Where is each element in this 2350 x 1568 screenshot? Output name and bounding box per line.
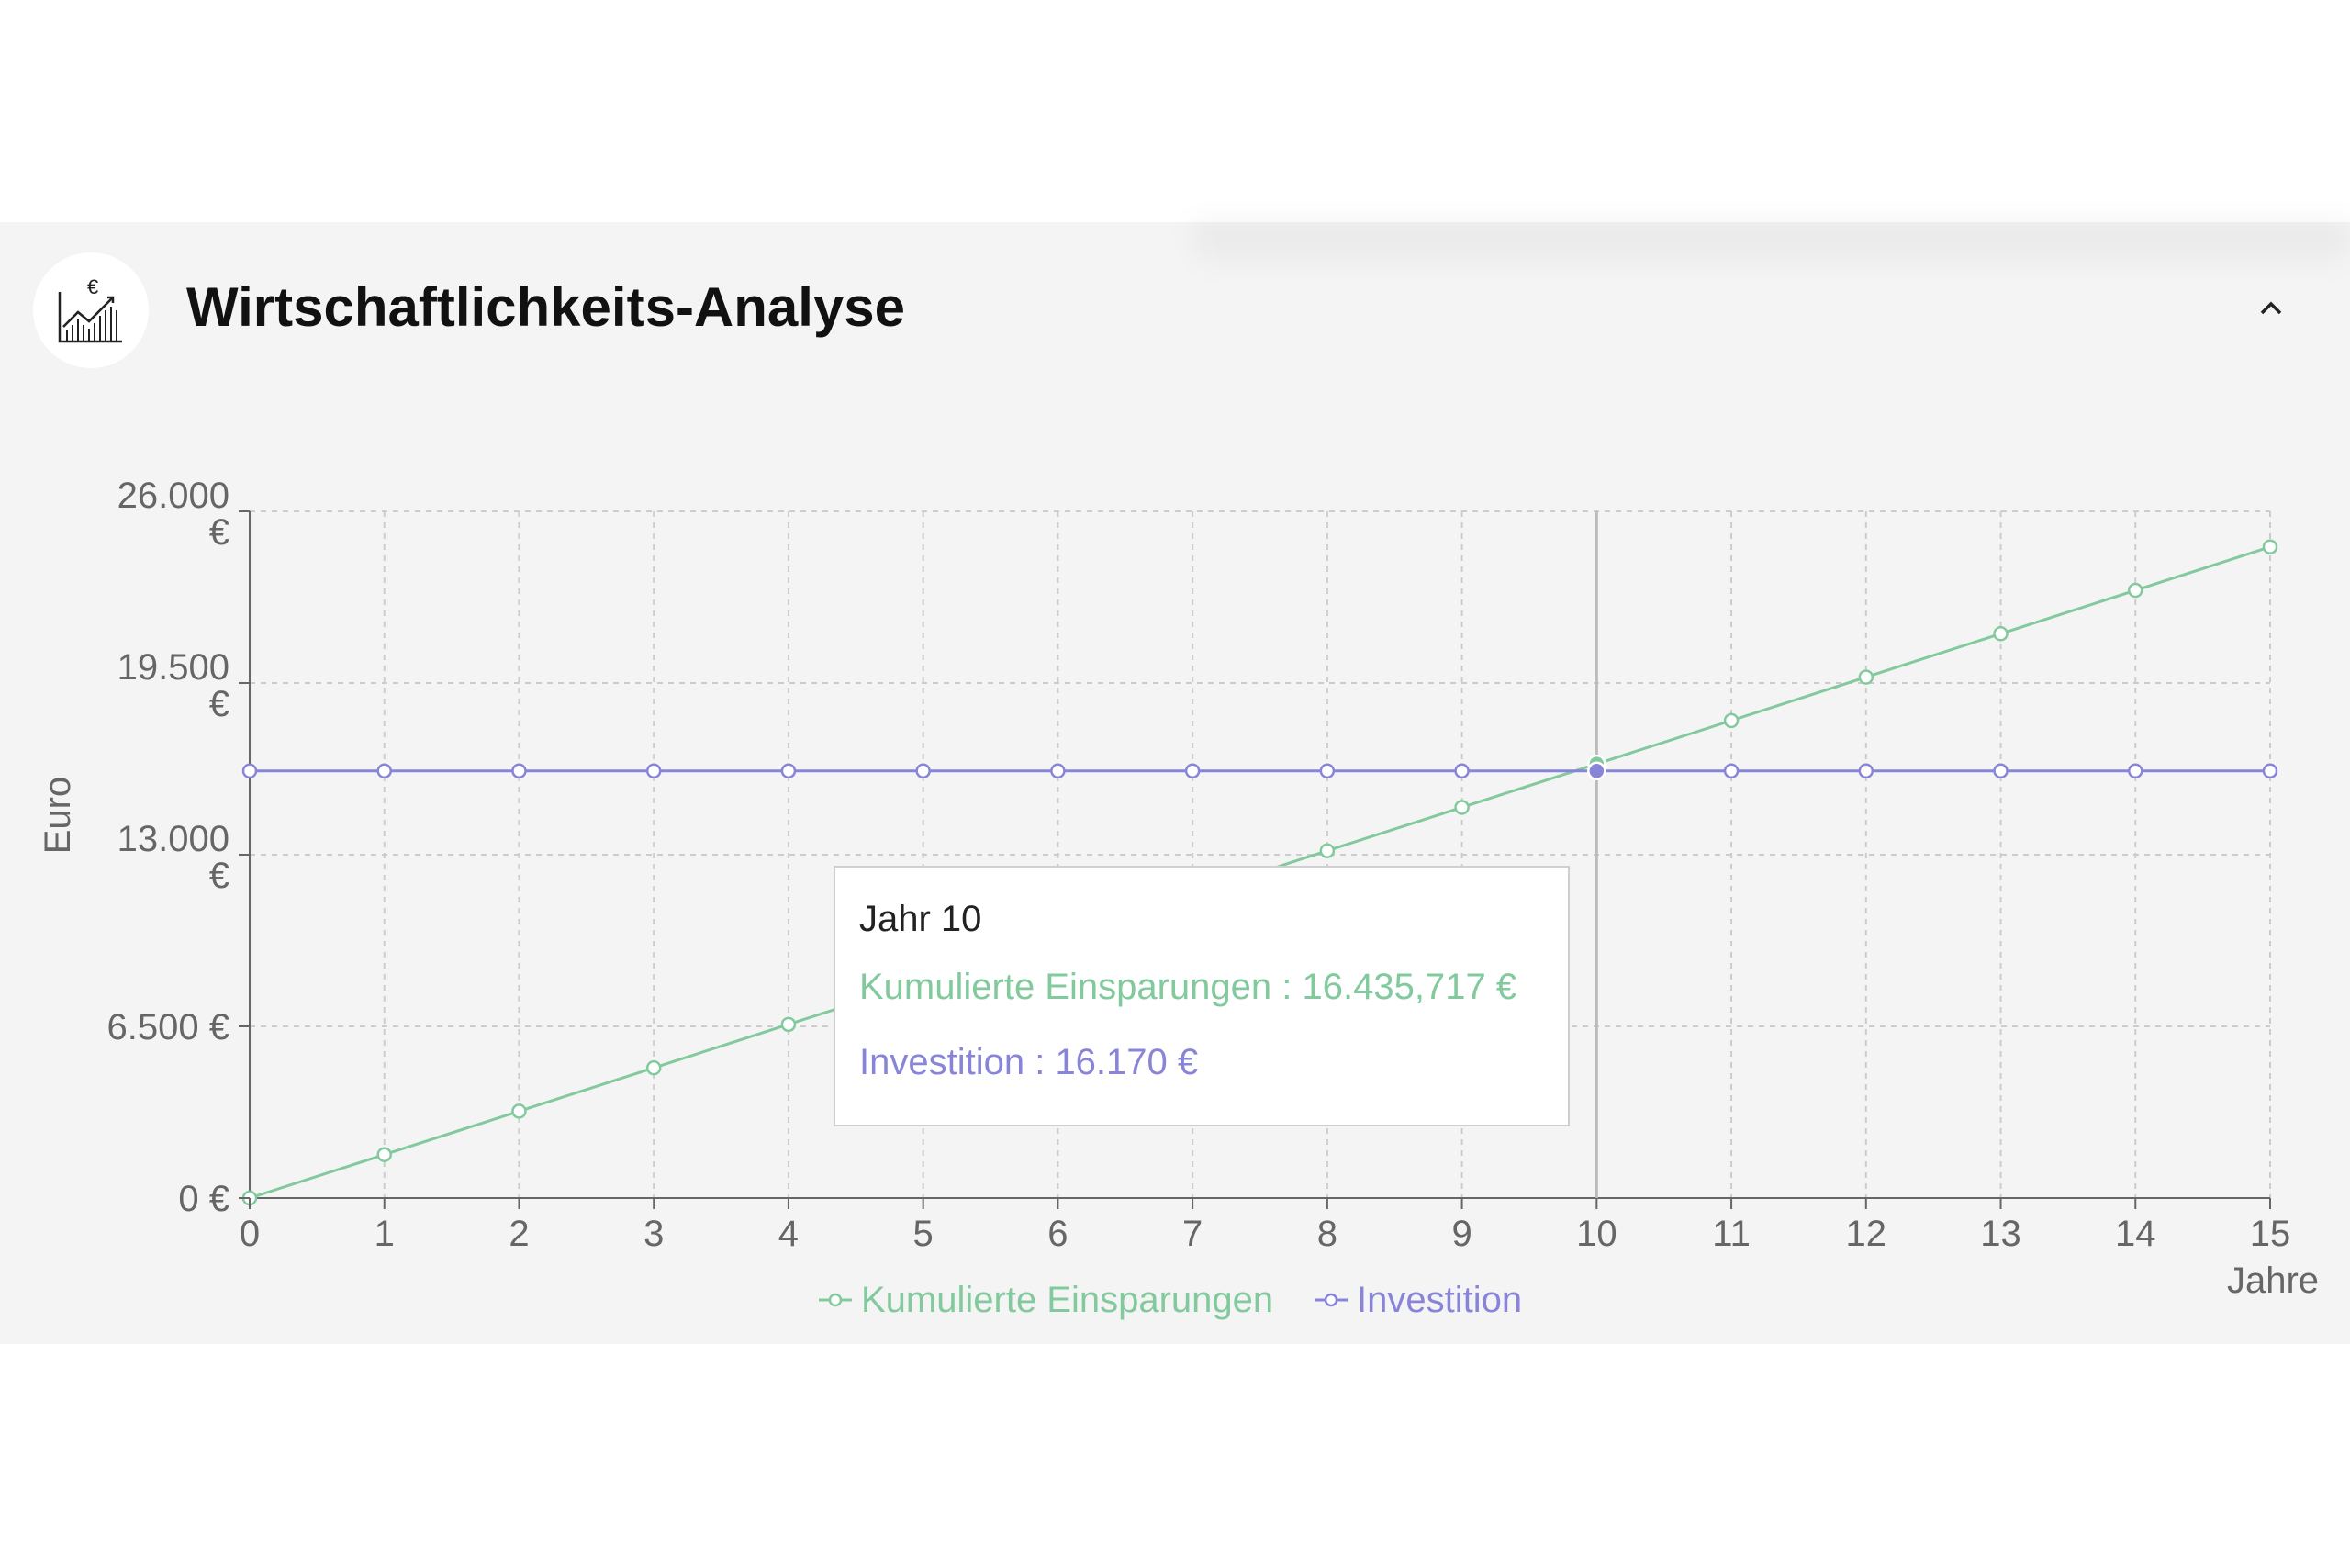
- x-axis-ticks: 0 1 2 3 4 5 6 7 8 9 10 11 12 13 14 15: [240, 1198, 2290, 1254]
- chevron-up-icon: [2260, 301, 2282, 315]
- analysis-chart-icon: €: [33, 252, 149, 368]
- chart-tooltip: Jahr 10 Kumulierte Einsparungen : 16.435…: [834, 866, 1570, 1126]
- x-tick-label: 13: [1980, 1214, 2021, 1254]
- x-tick-label: 8: [1317, 1214, 1337, 1254]
- chart-legend: Kumulierte Einsparungen Investition: [819, 1280, 1522, 1320]
- data-point[interactable]: [511, 763, 527, 779]
- data-point[interactable]: [1858, 669, 1874, 685]
- tooltip-title: Jahr 10: [859, 899, 982, 939]
- x-tick-label: 2: [509, 1214, 529, 1254]
- y-tick-label: 0 €: [178, 1179, 229, 1219]
- legend-label: Investition: [1357, 1280, 1522, 1320]
- data-point[interactable]: [1993, 626, 2009, 642]
- svg-text:€: €: [87, 275, 98, 298]
- x-tick-label: 11: [1712, 1214, 1751, 1254]
- data-point[interactable]: [1993, 763, 2009, 779]
- legend-label: Kumulierte Einsparungen: [861, 1280, 1273, 1320]
- y-tick-label: 6.500 €: [107, 1007, 229, 1047]
- data-point[interactable]: [645, 763, 662, 779]
- data-point[interactable]: [376, 1147, 392, 1162]
- data-point[interactable]: [511, 1103, 527, 1119]
- x-tick-label: 12: [1846, 1214, 1887, 1254]
- data-point[interactable]: [780, 1016, 797, 1033]
- data-point[interactable]: [1723, 712, 1740, 729]
- analysis-card: [0, 222, 2350, 1344]
- y-axis-label: Euro: [38, 777, 78, 855]
- y-tick-label: 19.500 €: [118, 647, 229, 724]
- data-point[interactable]: [1723, 763, 1740, 779]
- chart-series: [241, 539, 2278, 1206]
- x-tick-label: 1: [375, 1214, 395, 1254]
- legend-marker-icon: [1324, 1293, 1338, 1307]
- x-tick-label: 0: [240, 1214, 260, 1254]
- x-tick-label: 7: [1182, 1214, 1203, 1254]
- y-tick-label: 13.000 €: [118, 819, 229, 896]
- data-point[interactable]: [1184, 763, 1201, 779]
- x-tick-label: 14: [2115, 1214, 2156, 1254]
- x-tick-label: 10: [1576, 1214, 1617, 1254]
- x-tick-label: 3: [643, 1214, 664, 1254]
- data-point[interactable]: [1319, 843, 1336, 858]
- section-title: Wirtschaftlichkeits-Analyse: [186, 276, 906, 338]
- chart-euro-icon: €: [58, 275, 122, 343]
- data-point[interactable]: [2128, 763, 2143, 779]
- x-tick-label: 5: [913, 1214, 934, 1254]
- legend-item[interactable]: Investition: [1315, 1280, 1522, 1320]
- y-axis-ticks: 0 € 6.500 € 13.000 € 19.500 € 26.000 €: [107, 476, 250, 1219]
- x-tick-label: 4: [778, 1214, 799, 1254]
- x-axis-label: Jahre: [2227, 1260, 2319, 1301]
- legend-marker-icon: [828, 1293, 843, 1307]
- x-tick-label: 6: [1047, 1214, 1068, 1254]
- y-tick-label: 26.000 €: [118, 476, 229, 553]
- data-point[interactable]: [1858, 763, 1874, 779]
- data-point[interactable]: [645, 1059, 662, 1076]
- x-tick-label: 9: [1451, 1214, 1472, 1254]
- data-point[interactable]: [1454, 800, 1470, 815]
- legend-item[interactable]: Kumulierte Einsparungen: [819, 1280, 1273, 1320]
- card-shadow: [1193, 222, 2350, 277]
- data-point[interactable]: [915, 763, 931, 779]
- data-point[interactable]: [1454, 763, 1470, 779]
- data-point[interactable]: [376, 763, 392, 779]
- data-point[interactable]: [1319, 763, 1336, 779]
- data-point[interactable]: [1050, 763, 1066, 779]
- collapse-button[interactable]: [2249, 286, 2293, 330]
- tooltip-investment-value: Investition : 16.170 €: [859, 1042, 1199, 1082]
- data-point[interactable]: [2128, 582, 2143, 599]
- data-point[interactable]: [241, 763, 258, 779]
- data-point[interactable]: [2262, 539, 2278, 554]
- data-point[interactable]: [2262, 763, 2278, 779]
- data-point[interactable]: [780, 763, 797, 779]
- x-tick-label: 15: [2250, 1214, 2291, 1254]
- data-point[interactable]: [1587, 761, 1606, 781]
- tooltip-savings-value: Kumulierte Einsparungen : 16.435,717 €: [859, 967, 1517, 1007]
